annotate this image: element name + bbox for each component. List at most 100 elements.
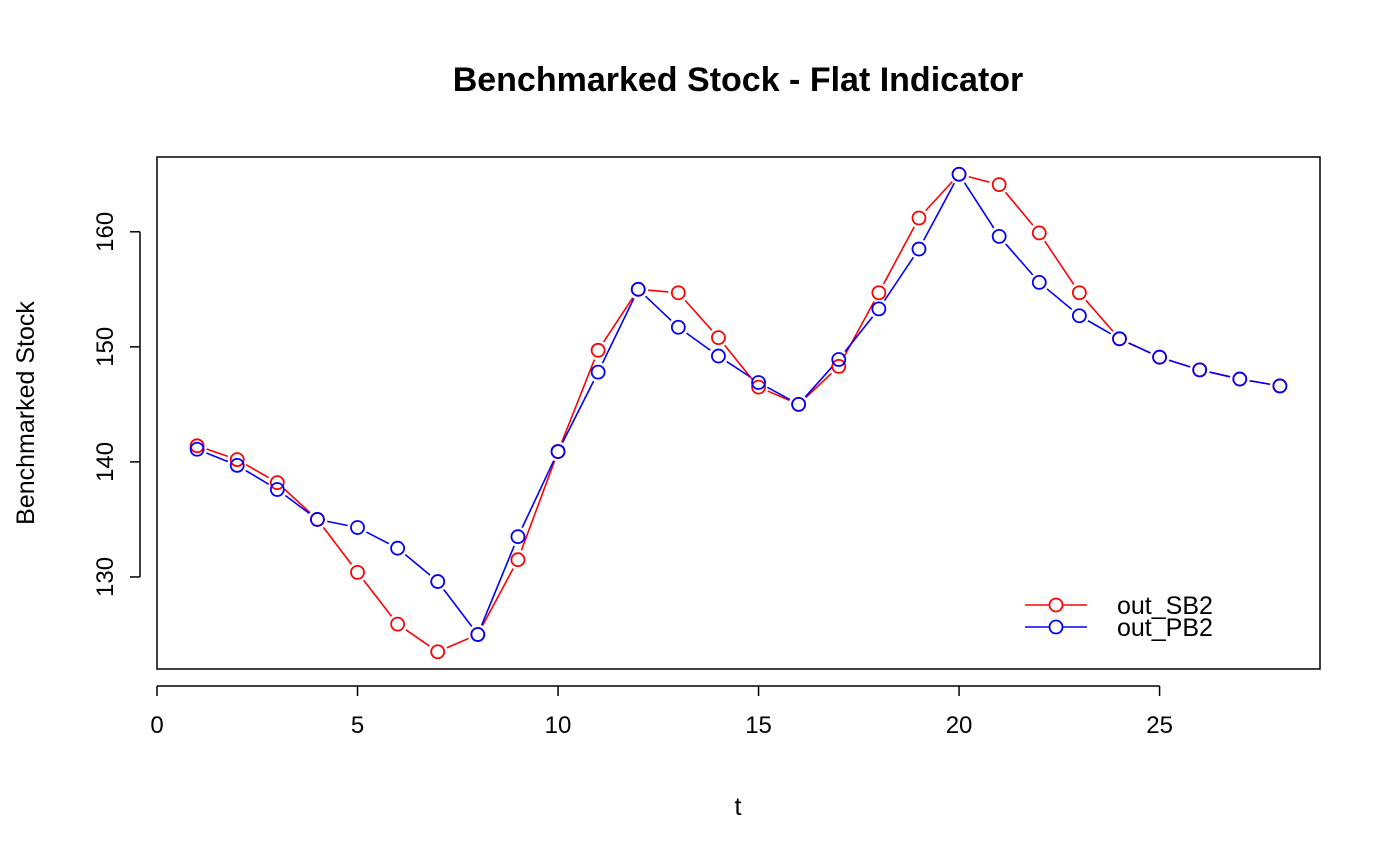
- data-point: [1031, 225, 1047, 241]
- series-segment: [366, 531, 390, 545]
- series-layer: [189, 166, 1288, 660]
- y-axis-label: Benchmarked Stock: [12, 301, 40, 525]
- data-point: [1071, 308, 1087, 324]
- series-segment: [842, 301, 875, 359]
- data-point: [590, 364, 606, 380]
- data-point: [470, 627, 486, 642]
- legend-item: out_SB2: [1025, 592, 1213, 620]
- x-tick-label: 15: [745, 712, 772, 739]
- data-point: [991, 177, 1007, 193]
- series-segment: [726, 360, 751, 378]
- series-segment: [284, 494, 310, 515]
- data-point: [1031, 275, 1047, 290]
- series-segment: [1128, 342, 1151, 354]
- data-point: [991, 228, 1007, 244]
- x-tick-label: 20: [946, 712, 973, 739]
- x-tick-label: 10: [545, 712, 572, 739]
- series-segment: [1005, 243, 1034, 276]
- data-point: [430, 574, 446, 589]
- series-segment: [805, 372, 833, 399]
- series-segment: [922, 182, 956, 241]
- data-point: [951, 166, 967, 182]
- series-segment: [1249, 379, 1271, 386]
- x-axis: 0 5 10 15 20 25: [150, 685, 1173, 739]
- y-tick-label: 140: [92, 442, 119, 482]
- series-segment: [480, 545, 515, 626]
- chart-title: Benchmarked Stock - Flat Indicator: [453, 61, 1024, 99]
- data-point: [510, 552, 526, 568]
- y-axis: 130 140 150 160: [92, 212, 141, 597]
- series-segment: [1087, 320, 1112, 335]
- data-point: [831, 352, 847, 367]
- series-segment: [644, 295, 672, 321]
- series-segment: [1046, 288, 1073, 310]
- series-segment: [521, 460, 555, 528]
- series-segment: [560, 359, 596, 443]
- series-segment: [968, 175, 990, 183]
- series-segment: [686, 332, 711, 351]
- y-tick-label: 150: [92, 327, 119, 367]
- data-point: [1071, 285, 1087, 301]
- data-point: [350, 564, 365, 580]
- series-segment: [284, 488, 311, 514]
- series-segment: [1004, 191, 1034, 226]
- data-point: [791, 396, 807, 412]
- series-segment: [327, 520, 348, 527]
- series-segment: [882, 226, 915, 285]
- data-point: [390, 540, 406, 556]
- series-out_PB2: [189, 166, 1288, 642]
- data-point: [390, 616, 406, 632]
- data-point: [430, 644, 446, 660]
- series-segment: [404, 553, 431, 576]
- series-segment: [520, 460, 556, 551]
- data-point: [350, 520, 365, 535]
- data-point: [871, 301, 887, 317]
- data-point: [550, 444, 566, 459]
- data-point: [1272, 378, 1288, 394]
- data-point: [510, 529, 526, 545]
- data-point: [1152, 349, 1167, 365]
- data-point: [1192, 362, 1208, 378]
- data-point: [711, 348, 726, 364]
- series-segment: [206, 452, 229, 463]
- legend-marker: [1048, 597, 1064, 613]
- series-segment: [767, 390, 790, 402]
- y-tick-label: 130: [92, 557, 119, 597]
- data-point: [1232, 371, 1248, 387]
- series-segment: [446, 637, 469, 649]
- series-segment: [1085, 299, 1114, 332]
- data-point: [670, 285, 686, 301]
- series-segment: [363, 579, 393, 617]
- series-segment: [245, 469, 270, 486]
- series-segment: [206, 448, 229, 458]
- x-tick-label: 5: [351, 712, 364, 739]
- series-segment: [601, 297, 635, 364]
- data-point: [871, 285, 887, 301]
- series-segment: [322, 526, 353, 565]
- data-point: [670, 319, 686, 335]
- data-point: [630, 281, 646, 297]
- series-segment: [963, 182, 995, 229]
- data-point: [310, 512, 325, 527]
- series-segment: [481, 568, 514, 627]
- data-point: [711, 330, 726, 346]
- x-tick-label: 0: [150, 712, 163, 739]
- x-axis-label: t: [735, 793, 742, 821]
- legend-label: out_PB2: [1117, 614, 1213, 642]
- y-tick-label: 160: [92, 212, 119, 252]
- data-point: [751, 379, 766, 395]
- series-segment: [804, 366, 833, 398]
- data-point: [229, 452, 245, 467]
- data-point: [751, 375, 766, 390]
- data-point: [269, 482, 285, 497]
- series-segment: [724, 344, 753, 380]
- data-point: [590, 342, 606, 358]
- series-segment: [648, 289, 669, 293]
- series-segment: [602, 297, 634, 343]
- series-out_SB2: [189, 166, 1288, 660]
- data-point: [189, 441, 205, 457]
- series-segment: [844, 316, 874, 353]
- series-segment: [766, 386, 791, 401]
